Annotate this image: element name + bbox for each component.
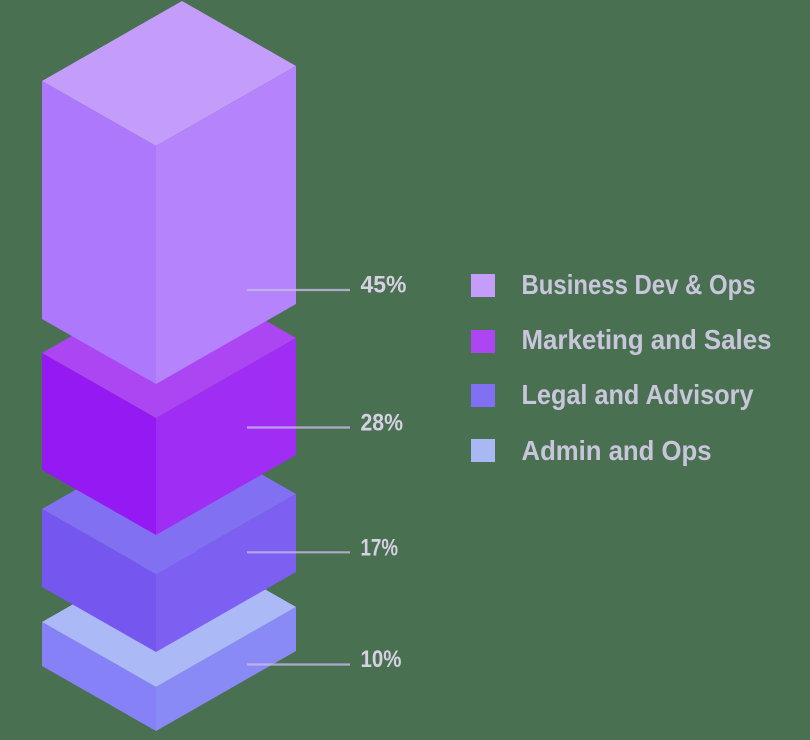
svg-text:45%: 45% xyxy=(361,272,407,299)
svg-text:Marketing and Sales: Marketing and Sales xyxy=(522,324,772,355)
svg-text:17%: 17% xyxy=(361,535,399,562)
svg-text:28%: 28% xyxy=(361,410,404,437)
svg-text:10%: 10% xyxy=(361,646,402,673)
svg-text:Legal and Advisory: Legal and Advisory xyxy=(522,379,754,410)
svg-text:Admin and Ops: Admin and Ops xyxy=(522,435,712,466)
svg-text:Business Dev & Ops: Business Dev & Ops xyxy=(522,269,756,300)
